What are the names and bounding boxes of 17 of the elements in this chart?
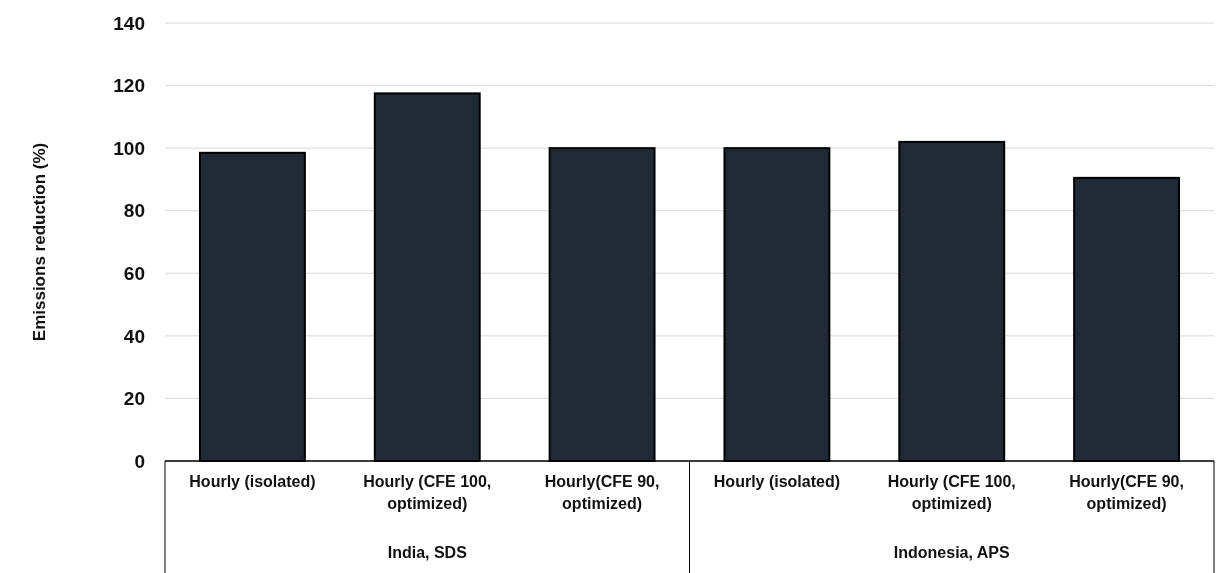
- y-tick-label: 20: [123, 388, 145, 410]
- x-tick-label: Hourly (CFE 100, optimized): [363, 473, 492, 512]
- x-tick-label: Hourly (CFE 100, optimized): [887, 473, 1016, 512]
- x-tick-label: Hourly (isolated): [713, 473, 841, 490]
- y-tick-label: 120: [113, 75, 145, 97]
- y-axis-title: Emissions reduction (%): [30, 142, 49, 342]
- y-tick-label: 60: [123, 262, 145, 284]
- text: India, SDS: [387, 544, 468, 561]
- x-tick-label: Hourly(CFE 90, optimized): [544, 473, 660, 512]
- y-tick-label: 80: [123, 200, 145, 222]
- text: Indonesia, APS: [893, 544, 1011, 561]
- x-tick-label: Hourly(CFE 90, optimized): [1069, 473, 1184, 512]
- y-tick-label: 140: [113, 12, 145, 34]
- y-tick-label: 40: [123, 325, 145, 347]
- y-tick-label: 0: [134, 450, 145, 472]
- x-tick-label: Hourly (isolated): [189, 473, 316, 490]
- y-tick-label: 100: [113, 137, 145, 159]
